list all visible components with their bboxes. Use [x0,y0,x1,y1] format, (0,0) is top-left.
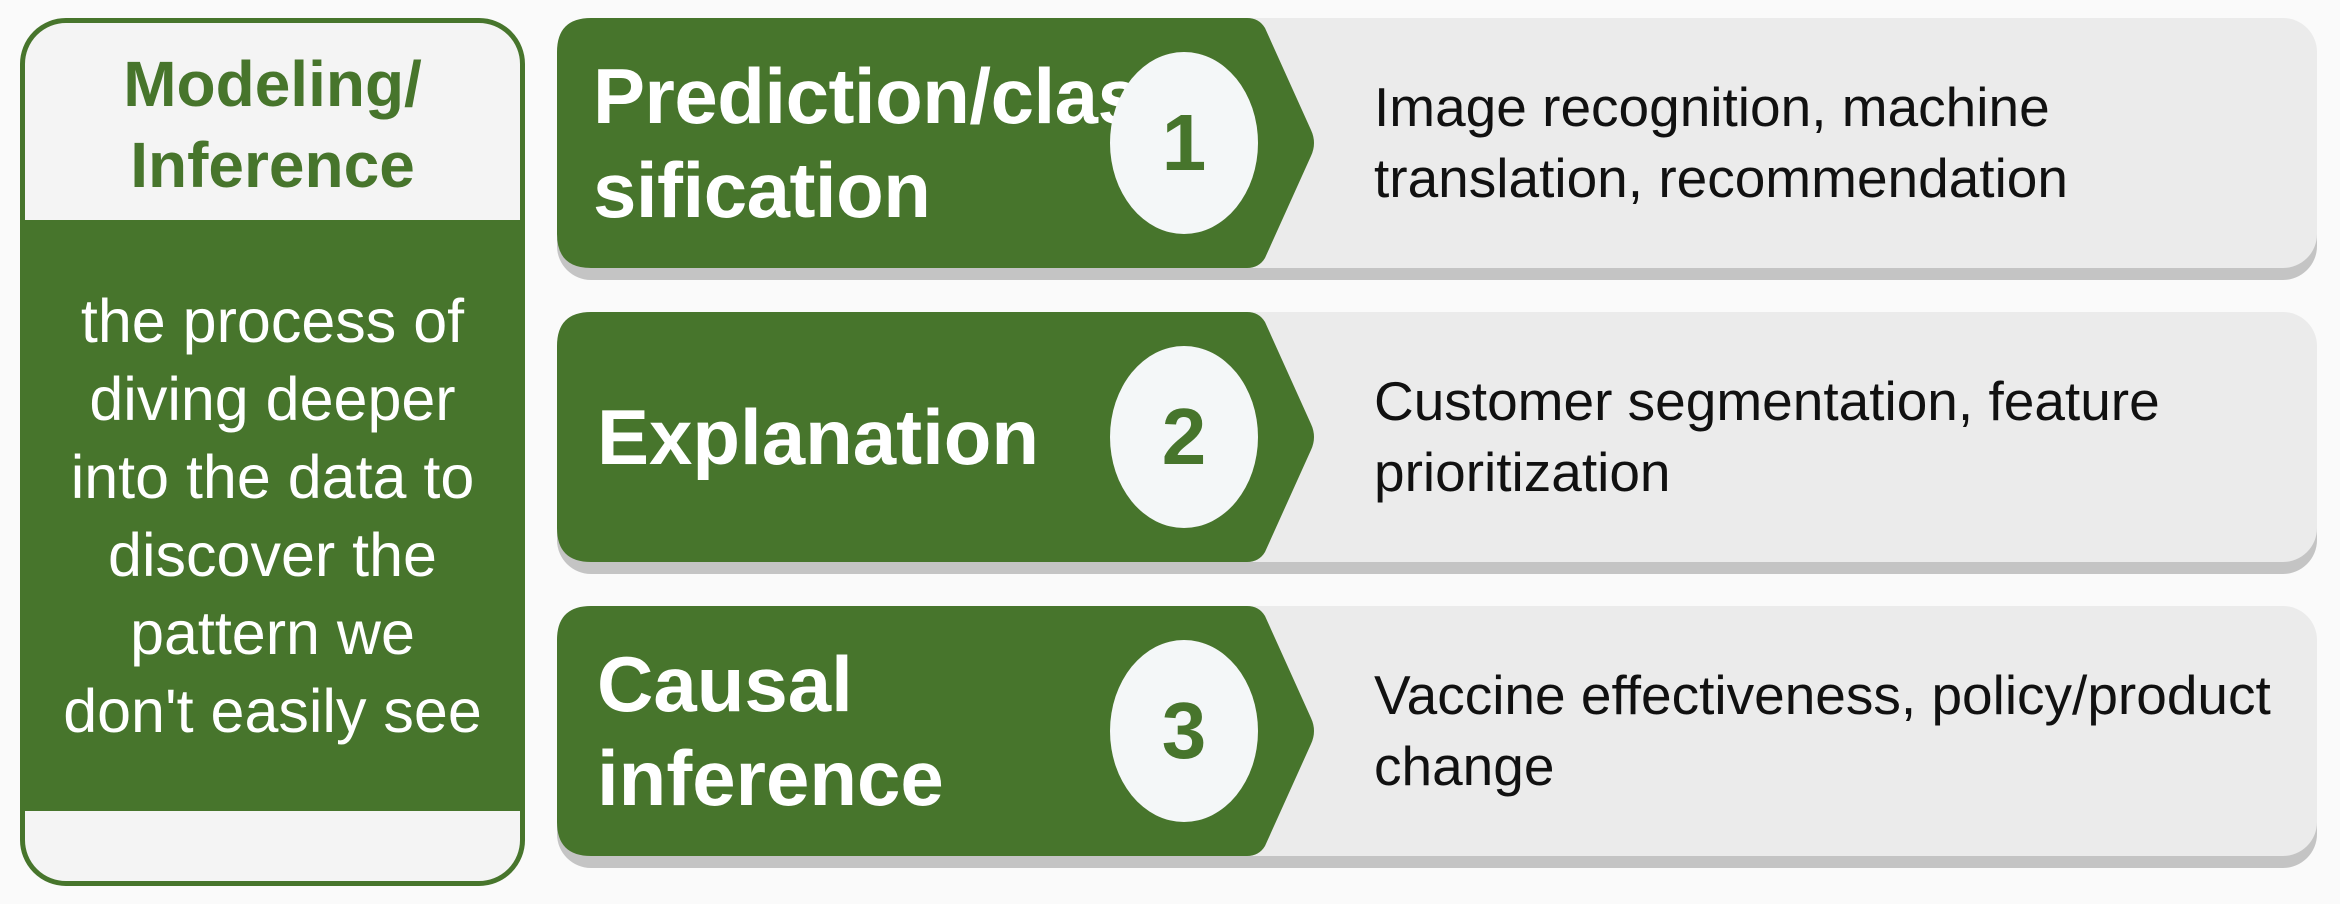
row-label: Prediction/classification [593,52,1141,234]
row-causal-inference: Causal inference 3 Vaccine effectiveness… [557,606,2317,868]
row-number-badge: 2 [1110,346,1258,528]
definition-body-line: discover the [108,520,437,589]
row-explanation: Explanation 2 Customer segmentation, fea… [557,312,2317,574]
row-label: Explanation [597,393,1040,481]
definition-title: Modeling/ Inference [25,23,520,218]
definition-body: the process of diving deeper into the da… [25,220,520,811]
definition-body-line: don't easily see [63,676,482,745]
row-number-badge: 3 [1110,640,1258,822]
definition-body-line: diving deeper [89,364,456,433]
definition-title-line: Modeling/ [123,47,422,120]
row-label: Causal inference [597,640,944,822]
row-description: Vaccine effectiveness, policy/product ch… [1374,664,2271,797]
row-description: Customer segmentation, feature prioritiz… [1374,370,2160,503]
definition-title-line: Inference [130,128,415,201]
row-description: Image recognition, machine translation, … [1374,76,2068,209]
row-prediction-classification: Prediction/classification 1 Image recogn… [557,18,2317,280]
row-tab: Prediction/classification 1 [557,18,1314,268]
definition-card: Modeling/ Inference the process of divin… [20,18,525,886]
row-tab: Explanation 2 [557,312,1314,562]
definition-body-line: pattern we [130,598,415,667]
chevron-tab-shape [557,18,1314,268]
chevron-tab-shape [557,312,1314,562]
chevron-tab-shape [557,606,1314,856]
definition-body-line: the process of [80,286,465,355]
definition-body-line: into the data to [70,442,475,511]
row-number-badge: 1 [1110,52,1258,234]
row-tab: Causal inference 3 [557,606,1314,856]
